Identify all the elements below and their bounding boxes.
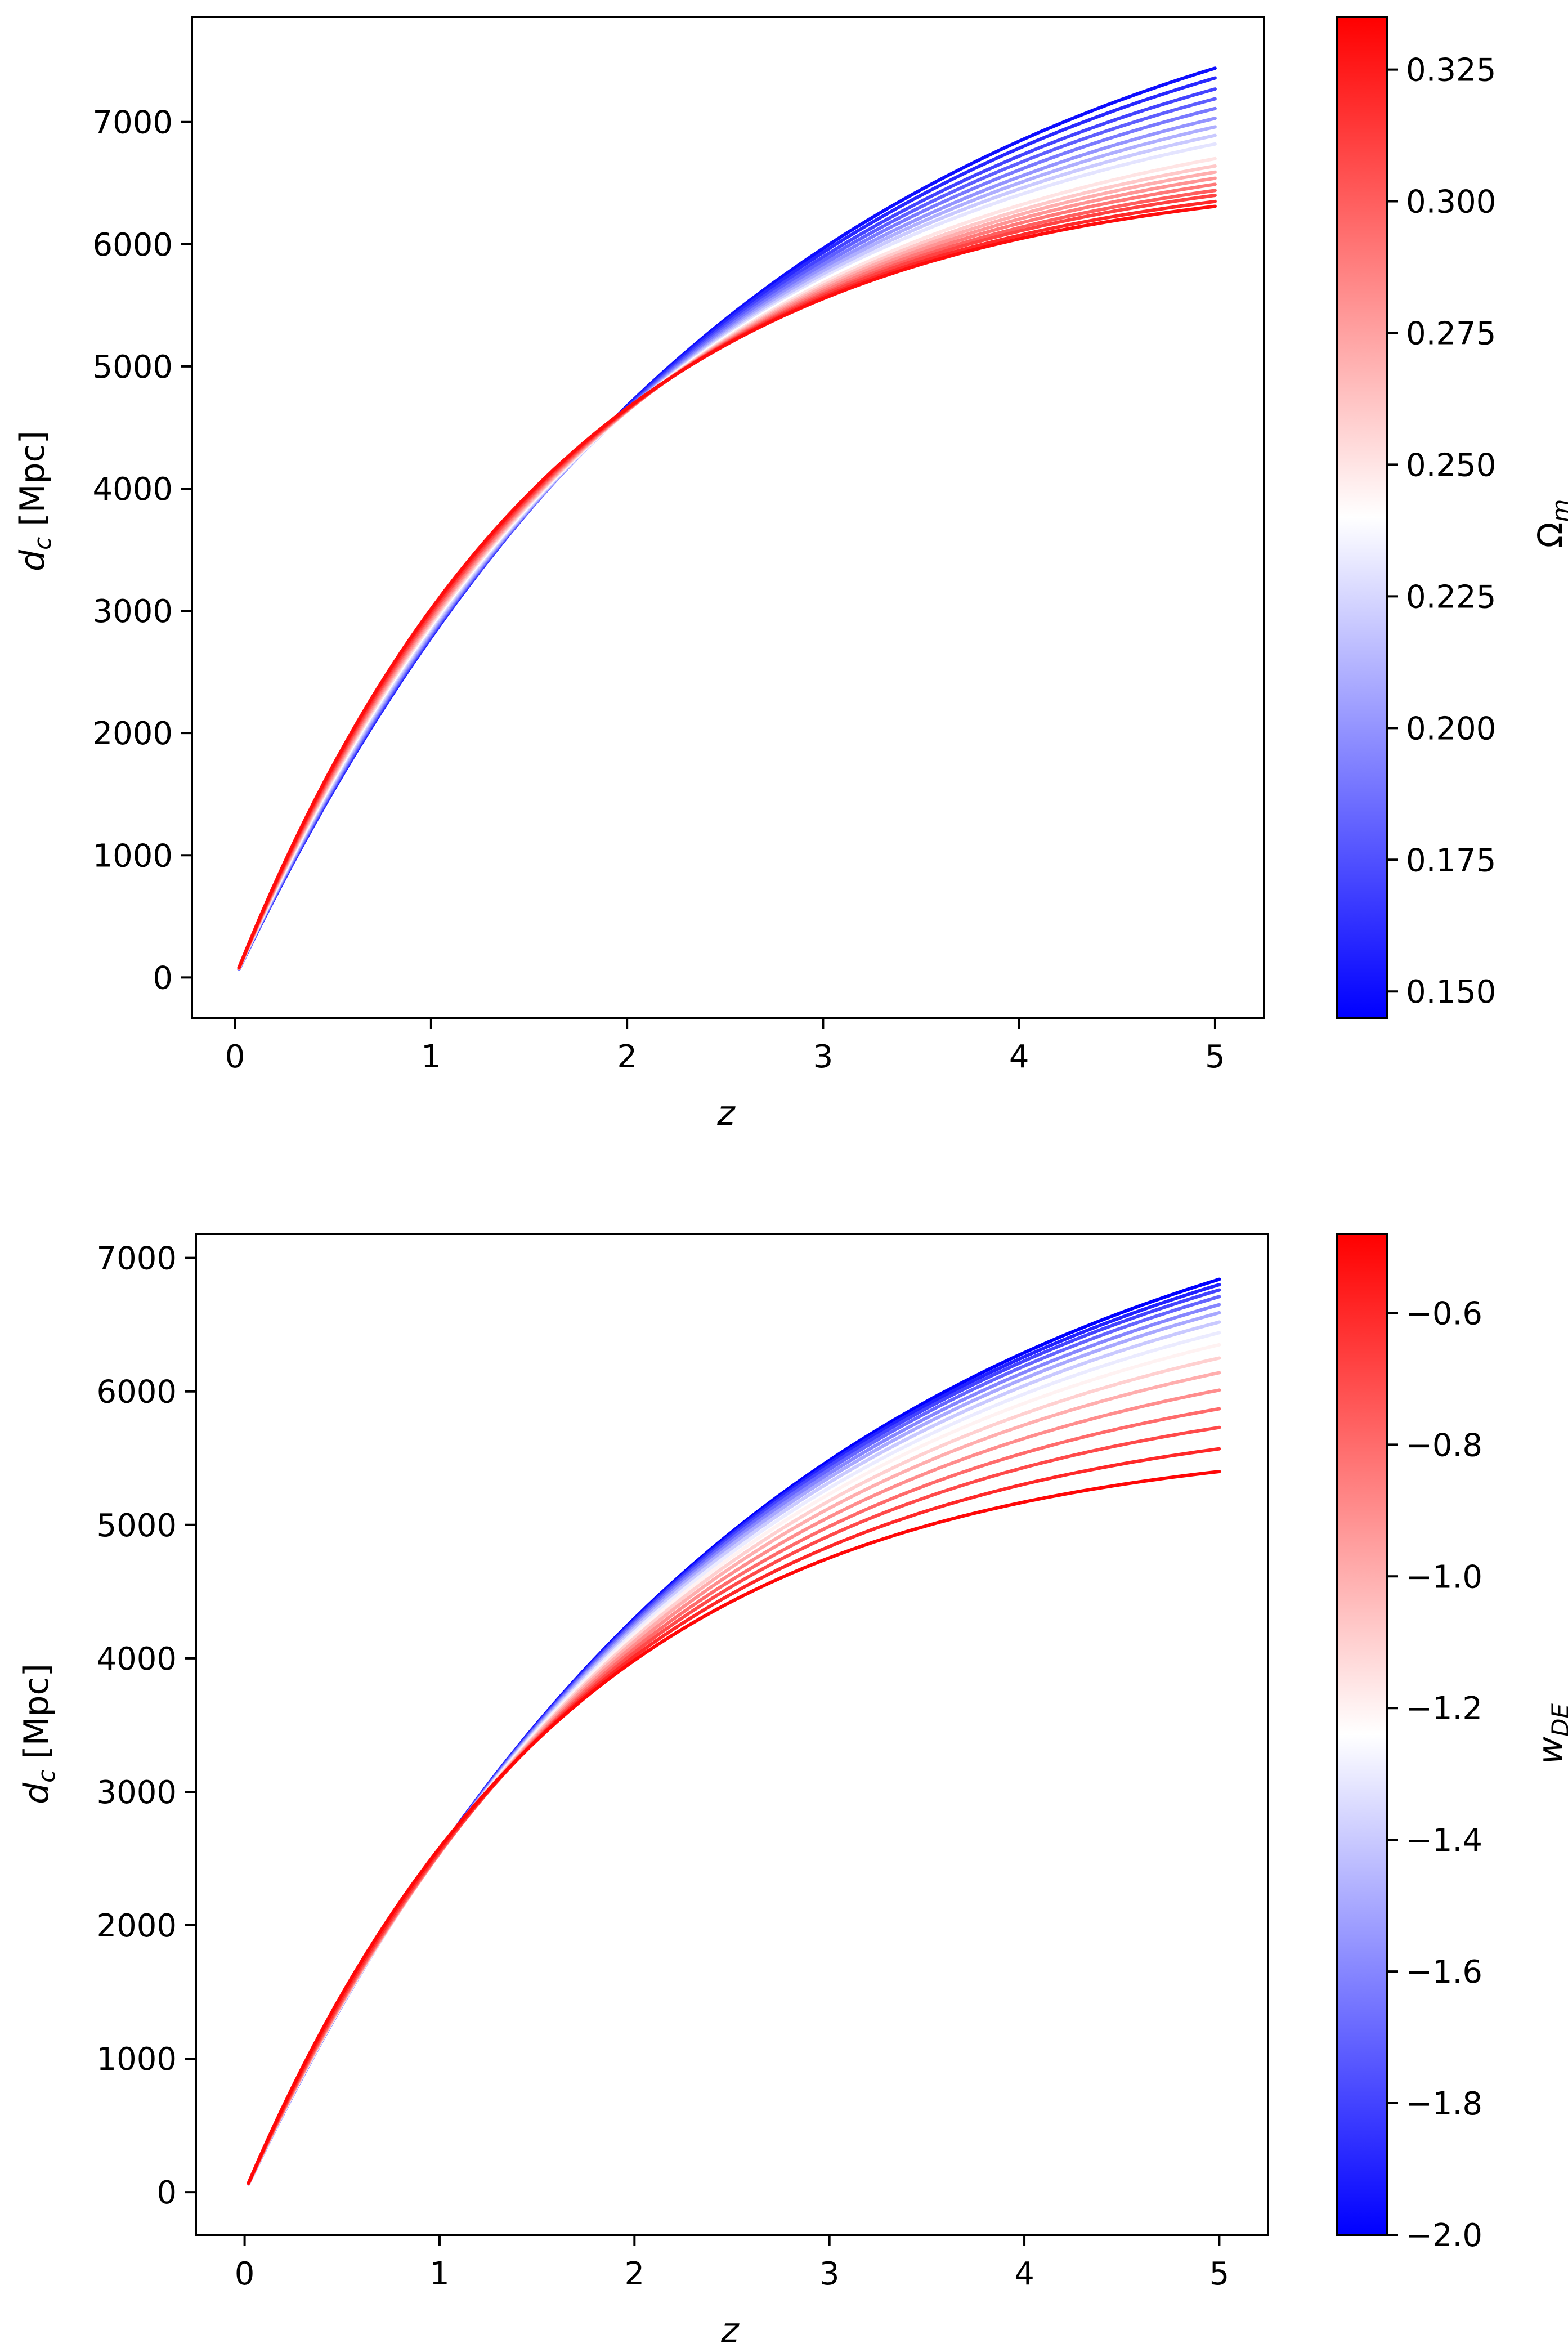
- series-line: [237, 182, 1217, 970]
- y-tick-label: 2000: [96, 1908, 177, 1944]
- colorbar-frame: [1336, 16, 1388, 1019]
- y-axis-label: dc [Mpc]: [17, 1663, 60, 1804]
- series-line: [247, 1311, 1221, 2186]
- y-axis-ticks: 0 1000 2000 3000 4000 5000 6000 7000: [92, 105, 192, 996]
- x-tick-label: 4: [1009, 1039, 1029, 1075]
- colorbar-tick-label: −1.2: [1406, 1690, 1482, 1727]
- series-line: [237, 156, 1217, 970]
- series-line: [237, 194, 1217, 970]
- y-axis-label: dc [Mpc]: [13, 431, 56, 571]
- colorbar-tick-label: 0.275: [1406, 315, 1496, 352]
- y-tick-label: 4000: [92, 471, 173, 508]
- x-tick-label: 0: [225, 1039, 245, 1075]
- series-line: [247, 1343, 1221, 2186]
- omega-m-panel: 0 1000 2000 3000 4000 5000 6000 7000 0 1 2 3 4 5 dc …: [13, 16, 1568, 1133]
- curve-group: [237, 66, 1217, 971]
- colorbar-tick-label: 0.200: [1406, 710, 1496, 747]
- colorbar-tick-label: −1.0: [1406, 1559, 1482, 1595]
- x-tick-label: 3: [813, 1039, 834, 1075]
- colorbar-tick-label: −1.4: [1406, 1822, 1482, 1859]
- series-line: [247, 1371, 1221, 2186]
- series-line: [237, 149, 1217, 970]
- colorbar-ticks: 0.150 0.175 0.200 0.225 0.250 0.275 0.300 0.325: [1387, 52, 1496, 1010]
- colorbar: 0.150 0.175 0.200 0.225 0.250 0.275 0.300 0.325…: [1336, 16, 1568, 1019]
- x-tick-label: 3: [819, 2256, 840, 2292]
- series-line: [247, 1277, 1221, 2186]
- y-tick-label: 7000: [96, 1241, 177, 1277]
- y-tick-label: 7000: [92, 105, 173, 141]
- x-tick-label: 2: [617, 1039, 637, 1075]
- y-tick-label: 2000: [92, 715, 173, 752]
- x-axis-ticks: 0 1 2 3 4 5: [235, 2235, 1229, 2292]
- x-tick-label: 0: [235, 2256, 255, 2292]
- y-tick-label: 1000: [92, 838, 173, 874]
- x-tick-label: 1: [421, 1039, 441, 1075]
- series-line: [247, 1407, 1221, 2185]
- plot-frame: [191, 16, 1265, 1019]
- y-tick-label: 4000: [96, 1641, 177, 1678]
- y-tick-label: 1000: [96, 2041, 177, 2078]
- x-tick-label: 4: [1014, 2256, 1034, 2292]
- series-line: [247, 1388, 1221, 2185]
- y-tick-label: 5000: [92, 349, 173, 386]
- w-de-panel: 0 1000 2000 3000 4000 5000 6000 7000 0 1 2 3 4 5 dc …: [17, 1233, 1568, 2348]
- series-line: [237, 125, 1217, 971]
- series-line: [247, 1470, 1221, 2185]
- series-line: [247, 1331, 1221, 2186]
- x-axis-label: z: [716, 1094, 736, 1133]
- colorbar-label: wDE: [1531, 1703, 1568, 1764]
- x-tick-label: 2: [624, 2256, 644, 2292]
- series-line: [247, 1295, 1221, 2186]
- series-line: [247, 1356, 1221, 2186]
- series-line: [237, 106, 1217, 971]
- curve-group: [247, 1277, 1221, 2186]
- colorbar-tick-label: −2.0: [1406, 2217, 1482, 2254]
- x-tick-label: 1: [429, 2256, 450, 2292]
- series-line: [237, 142, 1217, 970]
- colorbar-tick-label: 0.250: [1406, 447, 1496, 484]
- series-line: [247, 1303, 1221, 2186]
- series-line: [237, 176, 1217, 970]
- colorbar-gradient: [1337, 17, 1387, 1018]
- series-line: [237, 133, 1217, 970]
- series-line: [237, 164, 1217, 970]
- x-tick-label: 5: [1209, 2256, 1230, 2292]
- x-axis-ticks: 0 1 2 3 4 5: [225, 1018, 1225, 1075]
- series-line: [247, 1283, 1221, 2186]
- plot-area: 0 1000 2000 3000 4000 5000 6000 7000 0 1 2 3 4 5: [96, 1233, 1269, 2292]
- colorbar-tick-label: −1.6: [1406, 1954, 1482, 1991]
- colorbar-label: Ωm: [1531, 499, 1568, 548]
- colorbar: −2.0 −1.8 −1.6 −1.4 −1.2 −1.0 −0.8 −0.6 wDE: [1336, 1233, 1568, 2254]
- y-tick-label: 0: [156, 2175, 177, 2211]
- colorbar-tick-label: 0.325: [1406, 52, 1496, 89]
- series-line: [237, 170, 1217, 970]
- series-line: [237, 189, 1217, 970]
- x-axis-label: z: [720, 2311, 740, 2348]
- series-line: [237, 204, 1217, 969]
- colorbar-ticks: −2.0 −1.8 −1.6 −1.4 −1.2 −1.0 −0.8 −0.6: [1387, 1295, 1482, 2254]
- colorbar-tick-label: 0.150: [1406, 974, 1496, 1010]
- series-line: [247, 1320, 1221, 2186]
- y-axis-ticks: 0 1000 2000 3000 4000 5000 6000 7000: [96, 1241, 196, 2211]
- y-tick-label: 6000: [96, 1374, 177, 1411]
- y-tick-label: 3000: [92, 593, 173, 630]
- colorbar-tick-label: −1.8: [1406, 2086, 1482, 2122]
- y-tick-label: 5000: [96, 1508, 177, 1544]
- x-tick-label: 5: [1205, 1039, 1225, 1075]
- plot-frame: [195, 1233, 1269, 2236]
- colorbar-tick-label: −0.8: [1406, 1427, 1482, 1464]
- series-line: [237, 117, 1217, 971]
- colorbar-tick-label: 0.300: [1406, 184, 1496, 221]
- plot-area: 0 1000 2000 3000 4000 5000 6000 7000 0 1 2 3 4 5: [92, 16, 1265, 1075]
- colorbar-tick-label: −0.6: [1406, 1295, 1482, 1332]
- colorbar-tick-label: 0.175: [1406, 842, 1496, 879]
- y-tick-label: 6000: [92, 227, 173, 263]
- y-tick-label: 0: [153, 960, 173, 996]
- y-tick-label: 3000: [96, 1774, 177, 1811]
- colorbar-gradient: [1337, 1234, 1387, 2235]
- colorbar-tick-label: 0.225: [1406, 579, 1496, 615]
- colorbar-frame: [1336, 1233, 1388, 2236]
